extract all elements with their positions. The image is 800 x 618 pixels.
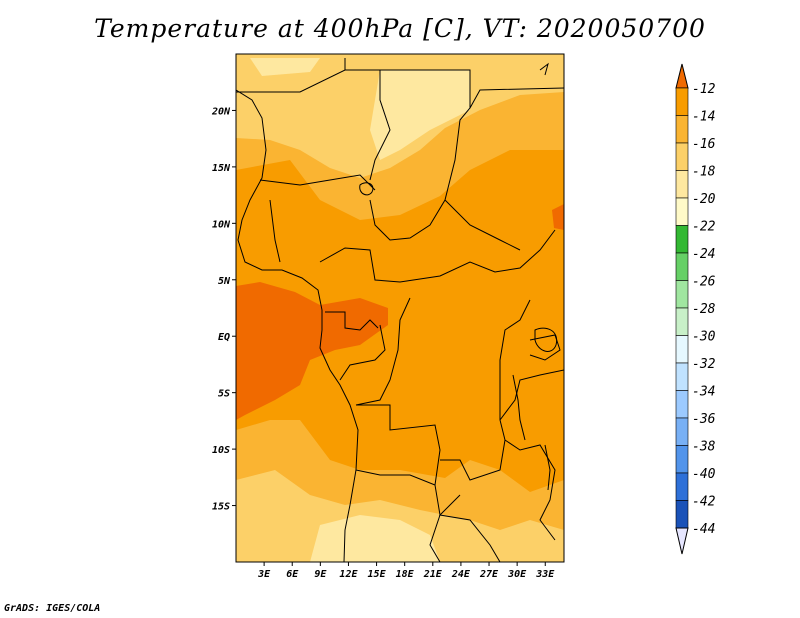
colorbar-level-label: -24 <box>692 247 715 262</box>
lon-tick-label: 9E <box>314 569 327 580</box>
colorbar-segment <box>675 170 689 199</box>
field-band-20-north-small <box>250 58 320 76</box>
colorbar-level-label: -42 <box>692 495 716 510</box>
field-band-12-west <box>236 282 388 420</box>
colorbar-level-label: -22 <box>692 220 716 235</box>
colorbar-over-triangle <box>675 63 689 89</box>
colorbar-level-label: -28 <box>692 302 716 317</box>
colorbar-level-label: -36 <box>692 412 716 427</box>
colorbar-level-label: -12 <box>692 82 716 97</box>
coast-east-tip <box>539 62 549 76</box>
latitude-axis: 20N 15N 10N 5N EQ 5S 10S 15S <box>211 106 236 513</box>
border-9 <box>325 311 379 331</box>
lon-tick-label: 21E <box>423 569 443 580</box>
border-15 <box>438 494 501 562</box>
lat-tick-label: EQ <box>218 332 230 343</box>
map-title: Temperature at 400hPa [C], VT: 202005070… <box>94 14 706 43</box>
lon-tick-label: 30E <box>507 569 527 580</box>
border-5 <box>269 199 281 263</box>
lat-tick-label: 5S <box>218 389 230 400</box>
field-band-20-north <box>370 70 470 160</box>
lake-malawi <box>544 444 551 491</box>
border-13 <box>440 299 531 481</box>
colorbar-level-label: -14 <box>692 110 715 125</box>
temperature-field <box>236 54 564 562</box>
colorbar-segment <box>675 87 689 116</box>
colorbar-level-label: -40 <box>692 467 716 482</box>
colorbar-segment <box>675 197 689 226</box>
colorbar-segment <box>675 390 689 419</box>
colorbar-segment <box>675 500 689 529</box>
field-band-12-east <box>552 204 564 230</box>
border-11 <box>355 297 411 406</box>
border-7 <box>469 87 564 109</box>
lake-victoria <box>534 327 558 352</box>
lat-tick-label: 15S <box>212 502 230 513</box>
colorbar-segment <box>675 472 689 501</box>
field-band-20-south <box>310 515 440 562</box>
lon-tick-label: 12E <box>339 569 358 580</box>
colorbar-segment <box>675 115 689 144</box>
colorbar-segment <box>675 225 689 254</box>
border-6 <box>319 229 556 283</box>
colorbar-segment <box>675 445 689 474</box>
lake-tanganyika <box>512 374 526 441</box>
colorbar-level-label: -16 <box>692 137 716 152</box>
colorbar: -12 -14 -16 -18 -20 -22 -24 -26 -28 -30 -32 -34 -36 -… <box>675 63 716 555</box>
lon-tick-label: 24E <box>451 569 471 580</box>
border-8 <box>444 199 521 251</box>
colorbar-segment <box>675 417 689 446</box>
colorbar-level-label: -18 <box>692 165 716 180</box>
lon-tick-label: 15E <box>368 569 387 580</box>
colorbar-under-triangle <box>675 527 689 555</box>
border-10 <box>339 324 386 381</box>
coastline-west <box>236 89 359 562</box>
map-frame <box>235 53 565 563</box>
border-14 <box>355 469 441 562</box>
border-1 <box>236 69 391 181</box>
colorbar-segment <box>675 362 689 391</box>
border-18 <box>529 334 561 361</box>
lat-tick-label: 10N <box>212 219 231 230</box>
border-16 <box>504 439 556 541</box>
colorbar-level-label: -26 <box>692 275 716 290</box>
lon-tick-label: 6E <box>286 569 299 580</box>
lat-tick-label: 20N <box>211 106 231 117</box>
colorbar-level-label: -44 <box>692 522 715 537</box>
longitude-axis: 3E 6E 9E 12E 15E 18E 21E 24E 27E 30E 33E <box>257 562 555 580</box>
lat-tick-label: 10S <box>212 445 230 456</box>
colorbar-segment <box>675 142 689 171</box>
colorbar-level-label: -20 <box>692 192 716 207</box>
lon-tick-label: 27E <box>479 569 499 580</box>
country-borders <box>236 58 564 562</box>
lon-tick-label: 33E <box>535 569 555 580</box>
colorbar-level-label: -30 <box>692 330 716 345</box>
border-4 <box>259 174 376 191</box>
colorbar-segment <box>675 335 689 364</box>
grads-credit: GrADS: IGES/COLA <box>4 603 101 614</box>
colorbar-level-label: -38 <box>692 440 716 455</box>
border-17 <box>499 369 564 421</box>
lake-chad <box>359 182 374 196</box>
colorbar-segment <box>675 252 689 281</box>
lon-tick-label: 3E <box>257 569 271 580</box>
lat-tick-label: 5N <box>218 276 231 287</box>
lat-tick-label: 15N <box>212 163 231 174</box>
colorbar-segment <box>675 280 689 309</box>
colorbar-level-label: -32 <box>692 357 716 372</box>
border-12 <box>356 404 441 486</box>
colorbar-level-label: -34 <box>692 385 715 400</box>
colorbar-segment <box>675 307 689 336</box>
lon-tick-label: 18E <box>396 569 415 580</box>
